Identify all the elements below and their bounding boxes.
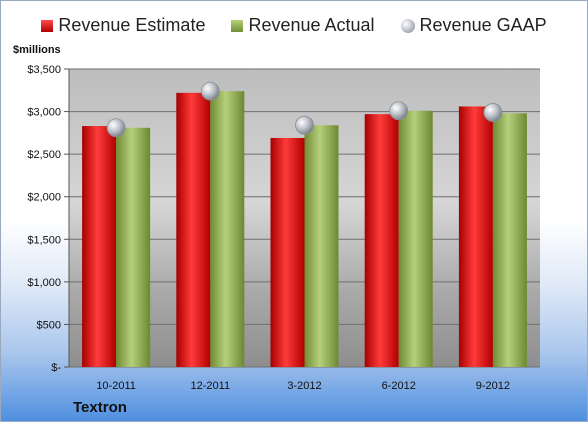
- marker-revenue-gaap: [389, 101, 409, 121]
- x-tick-label: 6-2012: [382, 380, 416, 392]
- bar-revenue-estimate: [270, 137, 305, 367]
- y-tick-label: $-: [51, 362, 61, 374]
- bar-revenue-estimate: [176, 92, 211, 367]
- legend-label-estimate: Revenue Estimate: [58, 15, 206, 35]
- x-tick-label: 10-2011: [96, 380, 136, 392]
- legend-swatch-actual: [231, 19, 244, 32]
- y-tick-label: $500: [37, 319, 61, 331]
- x-tick-label: 9-2012: [476, 380, 510, 392]
- legend-item-actual: Revenue Actual: [231, 15, 375, 36]
- bar-revenue-actual: [492, 113, 527, 367]
- bar-revenue-estimate: [458, 106, 493, 367]
- y-tick-label: $2,000: [27, 192, 61, 204]
- legend-swatch-gaap: [400, 18, 415, 33]
- marker-revenue-gaap: [483, 103, 503, 122]
- x-tick-label: 12-2011: [191, 380, 231, 392]
- bar-revenue-estimate: [82, 126, 117, 367]
- marker-revenue-gaap: [200, 81, 220, 101]
- y-axis-unit-label: $millions: [13, 44, 61, 56]
- bar-revenue-actual: [116, 127, 151, 368]
- bar-revenue-actual: [398, 110, 433, 367]
- bar-revenue-estimate: [364, 114, 399, 367]
- legend-label-actual: Revenue Actual: [248, 15, 375, 35]
- y-tick-label: $1,500: [27, 234, 61, 246]
- legend: Revenue Estimate Revenue Actual Revenue …: [1, 15, 587, 36]
- legend-swatch-estimate: [41, 19, 54, 32]
- y-tick-label: $3,500: [27, 64, 61, 76]
- y-tick-label: $1,000: [27, 277, 61, 289]
- marker-revenue-gaap: [106, 118, 126, 138]
- y-tick-label: $3,000: [27, 107, 61, 119]
- legend-label-gaap: Revenue GAAP: [419, 15, 547, 35]
- legend-item-gaap: Revenue GAAP: [400, 15, 547, 36]
- bar-revenue-actual: [304, 125, 339, 368]
- bar-revenue-actual: [210, 91, 245, 367]
- marker-revenue-gaap: [295, 115, 314, 135]
- company-name: Textron: [73, 399, 127, 416]
- legend-item-estimate: Revenue Estimate: [41, 15, 205, 36]
- y-tick-label: $2,500: [27, 149, 61, 161]
- x-tick-label: 3-2012: [287, 380, 321, 392]
